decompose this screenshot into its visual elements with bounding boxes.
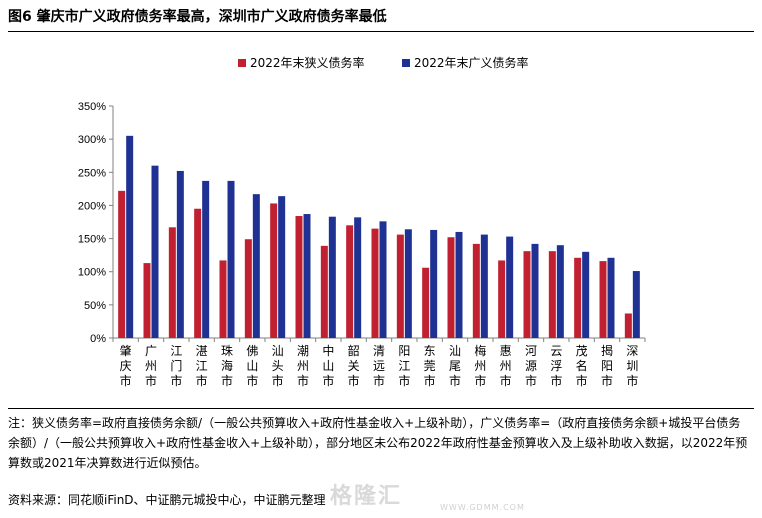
x-tick-label: 佛山市 xyxy=(246,344,258,388)
x-tick-label: 阳江市 xyxy=(398,344,410,388)
bar-broad xyxy=(632,271,640,338)
data-source: 资料来源：同花顺iFinD、中证鹏元城投中心，中证鹏元整理 xyxy=(8,493,326,507)
bar-narrow xyxy=(422,267,430,338)
watermark-logo: 格隆汇 xyxy=(330,484,403,509)
watermark-url: WWW.GDMM.COM xyxy=(440,503,525,512)
bar-broad xyxy=(227,180,235,338)
x-tick-label: 揭阳市 xyxy=(601,343,613,388)
bar-narrow xyxy=(472,243,480,338)
bar-narrow xyxy=(168,227,176,338)
bar-broad xyxy=(582,251,590,338)
bar-narrow xyxy=(396,234,404,338)
bar-broad xyxy=(328,216,336,338)
bar-broad xyxy=(303,214,311,338)
y-tick-label: 100% xyxy=(78,267,106,279)
x-tick-label: 潮州市 xyxy=(297,343,309,388)
bar-broad xyxy=(278,196,286,338)
bar-broad xyxy=(404,229,412,338)
x-tick-label: 汕尾市 xyxy=(449,344,461,388)
legend-swatch xyxy=(402,59,410,67)
notes-rule xyxy=(8,408,754,409)
legend-label: 2022年末狭义债务率 xyxy=(250,55,365,70)
x-tick-label: 广州市 xyxy=(145,344,157,388)
bar-broad xyxy=(430,229,438,338)
bar-narrow xyxy=(270,203,278,338)
bar-narrow xyxy=(346,225,354,338)
bar-broad xyxy=(151,165,159,338)
y-tick-label: 200% xyxy=(78,200,106,212)
bar-narrow xyxy=(371,228,379,338)
bar-narrow xyxy=(194,208,202,338)
x-tick-label: 深圳市 xyxy=(626,344,638,388)
legend-label: 2022年末广义债务率 xyxy=(414,55,529,70)
chart-note: 注：狭义债务率=政府直接债务余额/（一般公共预算收入+政府性基金收入+上级补助）… xyxy=(8,416,748,470)
y-tick-label: 350% xyxy=(78,101,106,113)
figure-title: 图6 肇庆市广义政府债务率最高，深圳市广义政府债务率最低 xyxy=(8,9,387,25)
bar-narrow xyxy=(219,260,227,338)
bar-broad xyxy=(556,245,564,338)
bar-broad xyxy=(252,194,260,338)
bar-broad xyxy=(354,217,362,338)
x-tick-label: 梅州市 xyxy=(474,343,486,388)
bar-narrow xyxy=(498,260,506,338)
y-tick-label: 250% xyxy=(78,167,106,179)
bar-broad xyxy=(531,243,539,338)
bar-broad xyxy=(607,257,615,338)
x-tick-label: 东莞市 xyxy=(424,344,436,388)
x-tick-label: 珠海市 xyxy=(221,344,233,388)
bar-narrow xyxy=(295,216,303,338)
bar-narrow xyxy=(244,239,252,338)
bar-narrow xyxy=(118,190,126,338)
x-tick-label: 惠州市 xyxy=(500,344,512,388)
bar-broad xyxy=(202,180,210,338)
x-tick-label: 汕头市 xyxy=(272,344,284,388)
bar-narrow xyxy=(320,245,328,338)
bar-narrow xyxy=(574,257,582,338)
x-tick-label: 清远市 xyxy=(373,344,385,388)
x-tick-label: 韶关市 xyxy=(348,343,360,388)
bar-narrow xyxy=(548,251,556,338)
bar-broad xyxy=(379,221,387,338)
bar-narrow xyxy=(624,313,632,338)
x-tick-label: 河源市 xyxy=(525,344,537,388)
bar-narrow xyxy=(523,251,531,338)
bar-narrow xyxy=(143,263,151,338)
bar-broad xyxy=(506,236,514,338)
legend-swatch xyxy=(238,59,246,67)
bar-broad xyxy=(126,135,134,338)
y-tick-label: 0% xyxy=(90,333,106,345)
y-tick-label: 50% xyxy=(84,300,106,312)
bar-broad xyxy=(455,231,463,338)
x-tick-label: 中山市 xyxy=(322,343,334,388)
title-rule xyxy=(8,31,754,32)
y-tick-label: 300% xyxy=(78,134,106,146)
bar-broad xyxy=(176,170,184,338)
bar-chart: 0% 50% 100% 150% 200% 250% 300% 350% 肇庆市 广州市 江门市 湛江… xyxy=(78,55,646,388)
bar-narrow xyxy=(599,261,607,338)
bar-broad xyxy=(480,234,488,338)
y-tick-label: 150% xyxy=(78,234,106,246)
x-tick-label: 肇庆市 xyxy=(120,343,132,388)
x-tick-label: 江门市 xyxy=(170,344,182,388)
x-tick-label: 茂名市 xyxy=(576,344,588,388)
bar-narrow xyxy=(447,237,455,338)
x-tick-label: 湛江市 xyxy=(196,344,208,388)
x-tick-label: 云浮市 xyxy=(550,344,562,388)
